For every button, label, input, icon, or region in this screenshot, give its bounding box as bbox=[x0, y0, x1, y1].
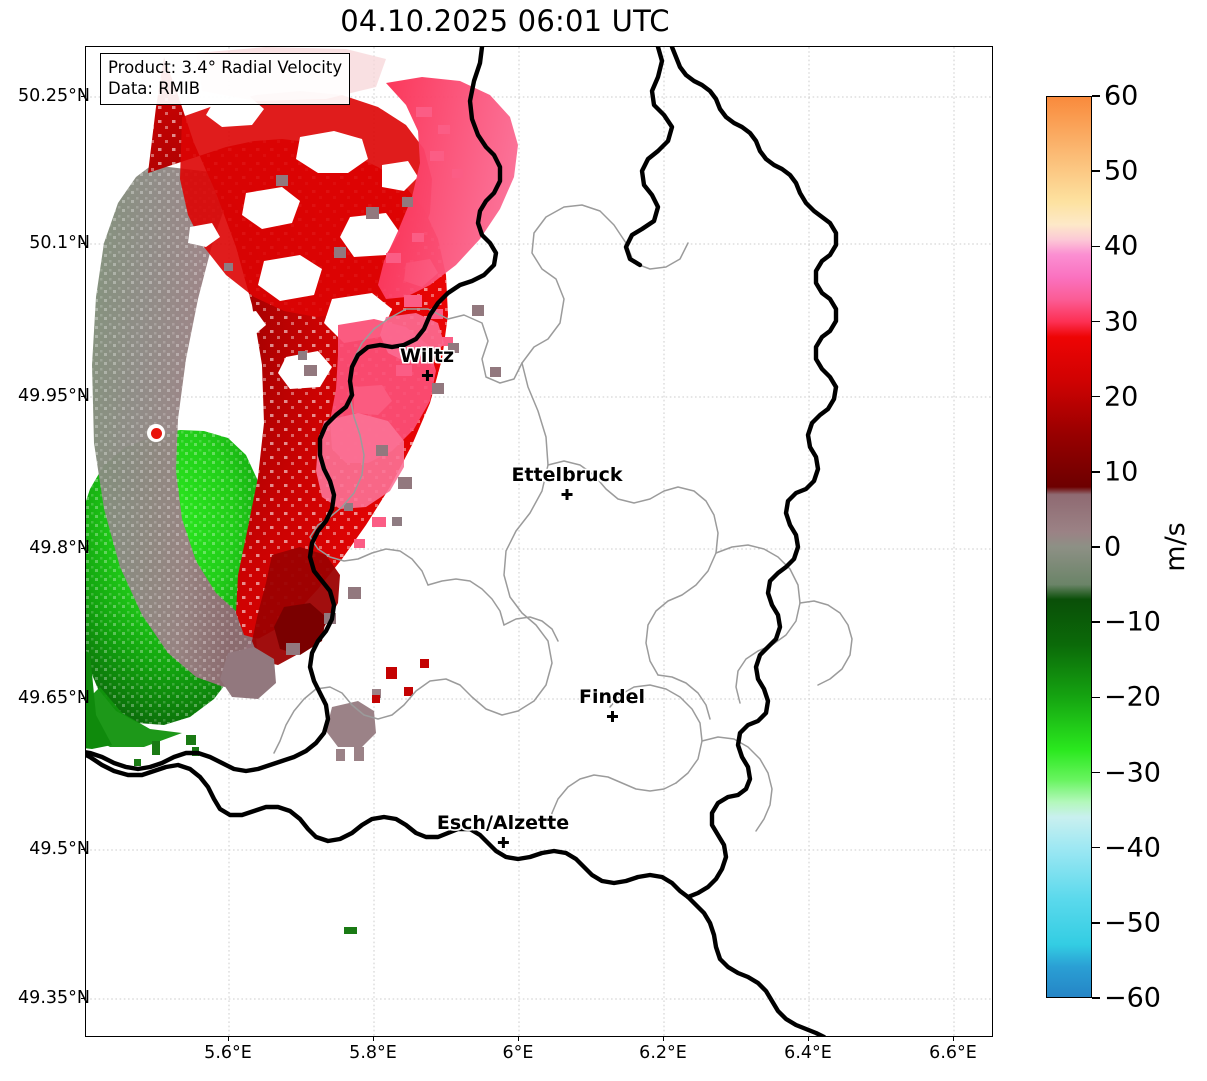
map-plot-area[interactable]: Wiltz Ettelbruck Findel Esch/Alzette bbox=[85, 46, 993, 1037]
colorbar-tick-label: 60 bbox=[1104, 80, 1139, 112]
echo-zero-noise bbox=[92, 165, 258, 687]
y-tick-label: 49.35°N bbox=[18, 988, 90, 1008]
colorbar-tickmark bbox=[1092, 170, 1100, 172]
x-tick-label: 6.4°E bbox=[784, 1043, 832, 1063]
colorbar-tickmark bbox=[1092, 771, 1100, 774]
y-tick-label: 50.25°N bbox=[18, 86, 90, 106]
colorbar-tickmark bbox=[1092, 546, 1100, 548]
colorbar-tickmark bbox=[1092, 320, 1100, 323]
colorbar-tick-label: 0 bbox=[1104, 531, 1122, 563]
city-label-wiltz: Wiltz bbox=[399, 345, 455, 367]
colorbar-tick-label: 50 bbox=[1104, 155, 1139, 187]
y-tick-label: 49.5°N bbox=[29, 839, 90, 859]
colorbar-unit-label: m/s bbox=[1160, 522, 1191, 572]
city-findel: Findel bbox=[579, 688, 645, 722]
colorbar-tickmark bbox=[1092, 395, 1100, 398]
city-marker-ettelbruck bbox=[561, 489, 573, 500]
colorbar-gradient-frame bbox=[1046, 96, 1092, 998]
radar-echo-field bbox=[86, 47, 518, 934]
city-marker-wiltz bbox=[421, 370, 433, 381]
colorbar-tickmark bbox=[1092, 245, 1100, 248]
colorbar-tick-label: 40 bbox=[1104, 230, 1139, 262]
y-tick-label: 49.95°N bbox=[18, 386, 90, 406]
info-data-line: Data: RMIB bbox=[108, 79, 201, 99]
province-borders bbox=[273, 204, 853, 832]
y-tick-label: 49.8°N bbox=[29, 538, 90, 558]
info-product-line: Product: 3.4° Radial Velocity bbox=[108, 58, 343, 77]
radar-site-dot bbox=[150, 427, 162, 439]
colorbar-tick-label: 20 bbox=[1104, 381, 1139, 413]
colorbar-tickmark bbox=[1092, 471, 1100, 473]
colorbar-gradient bbox=[1047, 97, 1091, 997]
colorbar-tick-label: −30 bbox=[1104, 757, 1161, 788]
city-label-esch-alzette: Esch/Alzette bbox=[436, 812, 570, 834]
colorbar-tickmark bbox=[1092, 95, 1100, 97]
x-tick-label: 6.6°E bbox=[929, 1043, 977, 1063]
city-label-findel: Findel bbox=[578, 686, 646, 708]
city-ettelbruck: Ettelbruck bbox=[511, 464, 623, 500]
colorbar-tickmark bbox=[1092, 696, 1100, 699]
x-tickmark bbox=[953, 1037, 955, 1041]
echo-pink-northeast bbox=[378, 77, 518, 299]
colorbar-tickmark bbox=[1092, 997, 1100, 999]
radar-site-icon bbox=[147, 424, 165, 442]
city-label-ettelbruck: Ettelbruck bbox=[511, 464, 623, 486]
info-box: Product: 3.4° Radial Velocity Data: RMIB bbox=[100, 53, 351, 105]
page-title: 04.10.2025 06:01 UTC bbox=[340, 4, 670, 38]
x-tickmark bbox=[373, 1037, 375, 1041]
x-tickmark bbox=[228, 1037, 230, 1041]
national-border bbox=[86, 47, 839, 1036]
y-tickmark bbox=[81, 998, 85, 1000]
echo-mauve-clump bbox=[326, 701, 376, 747]
colorbar-tick-label: −20 bbox=[1104, 681, 1161, 713]
y-tickmark bbox=[81, 698, 85, 700]
city-marker-esch-alzette bbox=[497, 837, 509, 848]
colorbar-tick-label: 10 bbox=[1104, 456, 1139, 488]
colorbar-tickmark bbox=[1092, 846, 1100, 849]
colorbar-tick-label: 30 bbox=[1104, 306, 1139, 337]
colorbar-tick-label: −10 bbox=[1104, 606, 1161, 638]
x-tickmark bbox=[518, 1037, 520, 1041]
echo-red-specks bbox=[372, 659, 429, 703]
city-esch-alzette: Esch/Alzette bbox=[437, 814, 569, 848]
y-tickmark bbox=[81, 849, 85, 851]
map-clip bbox=[86, 47, 992, 1036]
city-wiltz: Wiltz bbox=[400, 347, 454, 381]
colorbar-tick-label: −40 bbox=[1104, 832, 1161, 864]
echo-gray-clumps bbox=[220, 175, 501, 699]
echo-pink-wiltz bbox=[380, 313, 444, 363]
echo-pink-lower bbox=[316, 413, 404, 509]
echo-red-bright-north bbox=[180, 91, 432, 317]
y-tickmark bbox=[81, 548, 85, 550]
x-tickmark bbox=[663, 1037, 665, 1041]
y-tickmark bbox=[81, 96, 85, 98]
x-tick-label: 6°E bbox=[502, 1043, 534, 1063]
y-tick-label: 50.1°N bbox=[29, 233, 90, 253]
city-marker-findel bbox=[606, 711, 618, 722]
echo-green-tail bbox=[86, 687, 182, 747]
y-tickmark bbox=[81, 243, 85, 245]
echo-darkred-south bbox=[274, 603, 326, 655]
map-canvas bbox=[86, 47, 992, 1036]
colorbar[interactable] bbox=[1046, 96, 1092, 998]
x-tickmark bbox=[808, 1037, 810, 1041]
x-tick-label: 5.8°E bbox=[349, 1043, 397, 1063]
colorbar-tickmark bbox=[1092, 621, 1100, 623]
echo-green-west bbox=[86, 651, 112, 749]
x-tick-label: 5.6°E bbox=[204, 1043, 252, 1063]
x-tick-label: 6.2°E bbox=[639, 1043, 687, 1063]
colorbar-tickmark bbox=[1092, 922, 1100, 924]
y-tick-label: 49.65°N bbox=[18, 688, 90, 708]
echo-gray-scatter bbox=[224, 263, 402, 526]
y-tickmark bbox=[81, 396, 85, 398]
colorbar-tick-label: −60 bbox=[1104, 982, 1161, 1014]
colorbar-tick-label: −50 bbox=[1104, 907, 1161, 939]
